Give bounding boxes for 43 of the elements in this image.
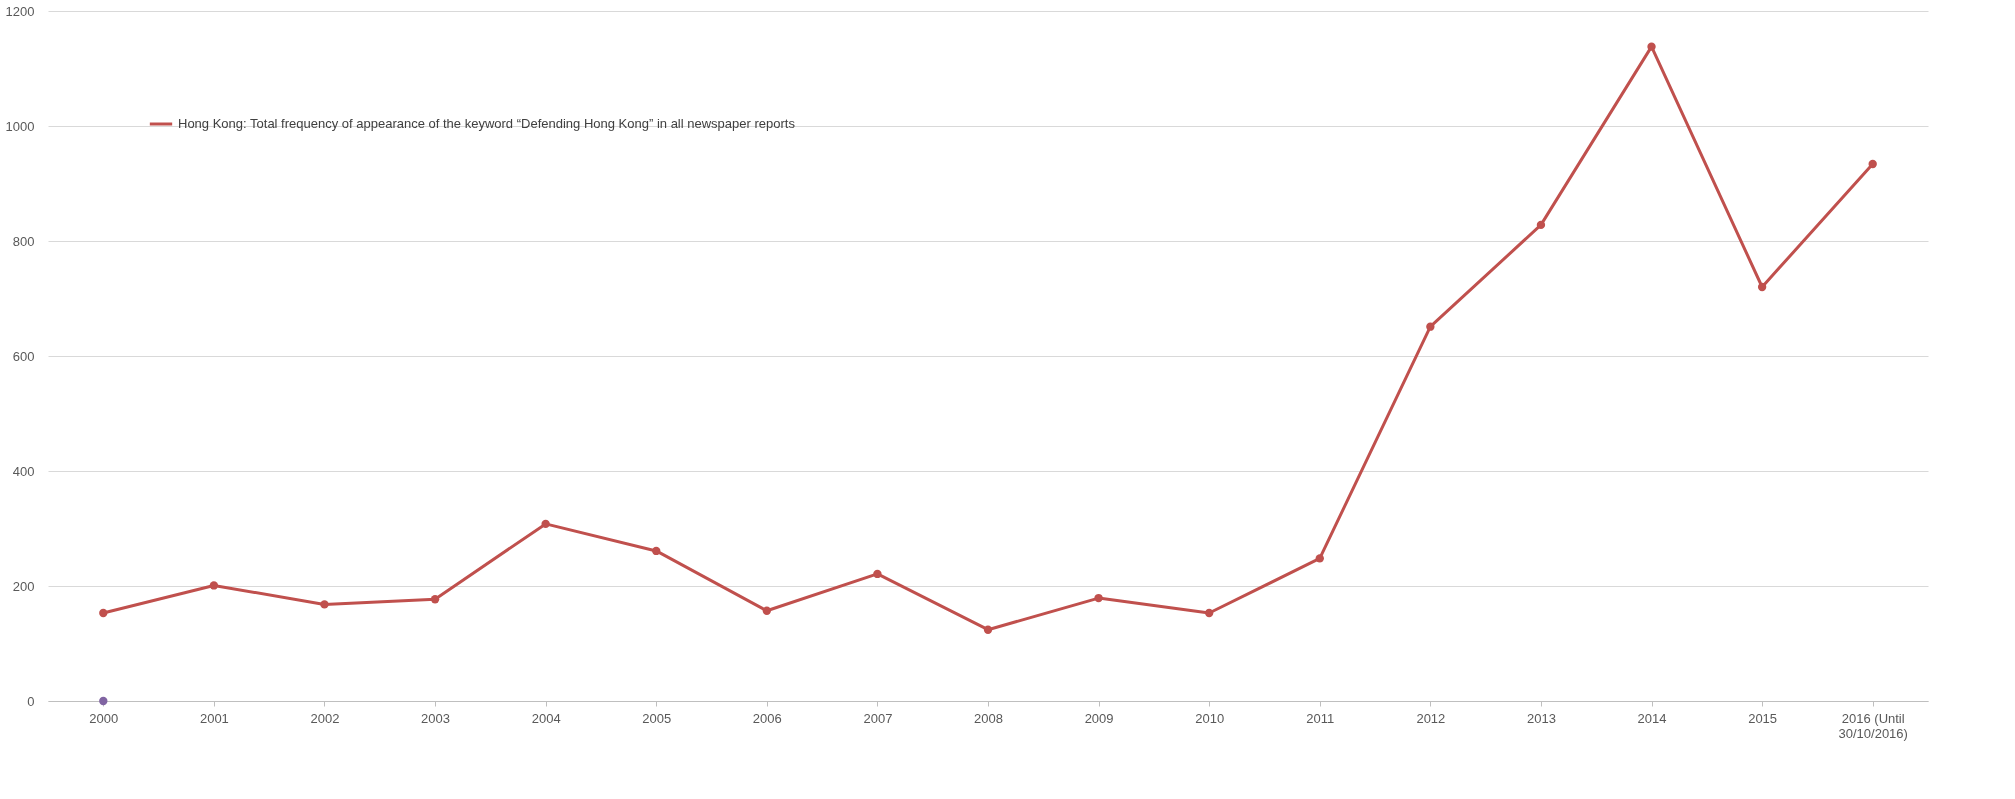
point bbox=[762, 606, 772, 615]
point bbox=[1204, 608, 1214, 618]
point bbox=[1315, 554, 1324, 563]
point bbox=[1868, 159, 1877, 169]
x-tick-label: 2001 bbox=[199, 710, 229, 726]
x-tick-label: 2015 bbox=[1748, 710, 1778, 726]
point bbox=[541, 519, 550, 529]
legend-label: Hong Kong: Total frequency of appearance of the keyword “Defending Hong Kong” in all newspaper reports bbox=[178, 116, 796, 131]
point bbox=[1094, 593, 1103, 603]
y-tick-label: 400 bbox=[12, 463, 35, 479]
point bbox=[1647, 42, 1656, 51]
point bbox=[430, 595, 440, 604]
point bbox=[1426, 322, 1435, 331]
x-tick-label: 2007 bbox=[863, 710, 893, 726]
x-tick-label: 2013 bbox=[1526, 710, 1556, 726]
x-tick-label: 2014 bbox=[1637, 710, 1667, 726]
x-tick-label: 2008 bbox=[974, 710, 1003, 726]
point bbox=[873, 569, 882, 579]
y-tick-label: 200 bbox=[12, 578, 35, 594]
x-tick-label: 2016 (Until 30/10/2016) bbox=[1838, 710, 1908, 741]
y-tick-label: 1200 bbox=[5, 3, 35, 19]
point bbox=[209, 581, 219, 590]
x-tick-label: 2010 bbox=[1195, 710, 1225, 726]
x-tick-label: 2005 bbox=[642, 710, 672, 726]
x-tick-label: 2006 bbox=[752, 710, 782, 726]
point bbox=[99, 696, 108, 706]
point bbox=[652, 546, 661, 556]
point bbox=[983, 625, 993, 634]
x-tick-label: 2002 bbox=[310, 710, 340, 726]
x-tick-label: 2012 bbox=[1416, 710, 1446, 726]
x-tick-label: 2009 bbox=[1084, 710, 1114, 726]
point bbox=[99, 608, 108, 618]
y-tick-label: 1000 bbox=[5, 118, 35, 134]
point bbox=[320, 600, 329, 609]
x-tick-label: 2011 bbox=[1306, 710, 1335, 726]
point bbox=[1757, 282, 1767, 292]
x-tick-label: 2003 bbox=[421, 710, 451, 726]
x-tick-label: 2004 bbox=[531, 710, 561, 726]
y-tick-label: 800 bbox=[12, 233, 35, 249]
y-tick-label: 0 bbox=[27, 693, 35, 709]
point bbox=[1536, 220, 1546, 230]
x-tick-label: 2000 bbox=[89, 710, 119, 726]
y-tick-label: 600 bbox=[12, 348, 35, 364]
